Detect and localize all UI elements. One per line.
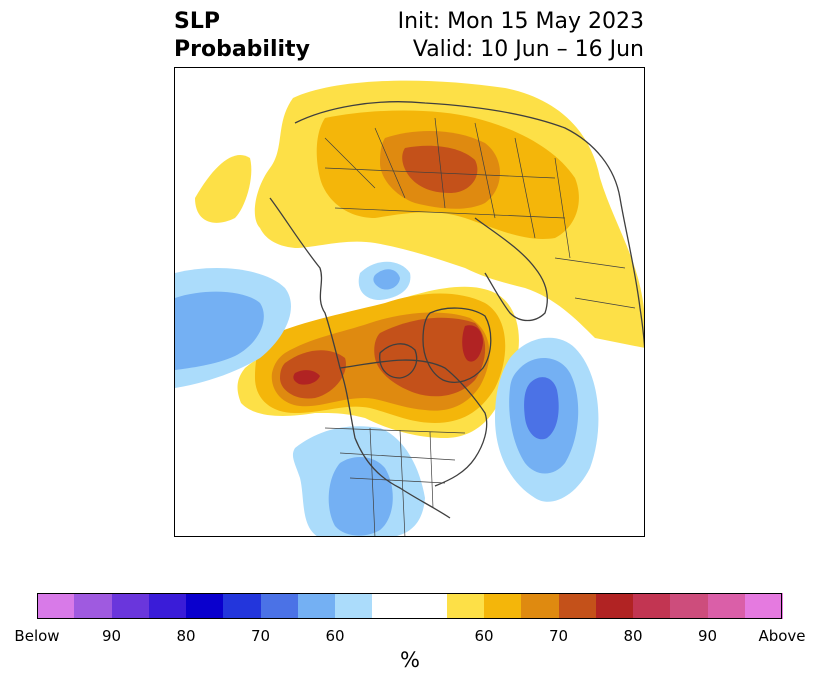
colorbar-segment xyxy=(111,593,150,619)
forecast-dates: Init: Mon 15 May 2023 Valid: 10 Jun – 16… xyxy=(398,8,644,64)
colorbar-tick-5: 60 xyxy=(474,627,494,645)
colorbar-segment xyxy=(633,593,671,619)
colorbar-segment xyxy=(409,593,448,619)
colorbar-tick-6: 70 xyxy=(548,627,569,645)
us-borders xyxy=(324,427,466,536)
colorbar-segment xyxy=(744,593,783,619)
title-variable: SLP xyxy=(174,9,220,34)
colorbar-segment xyxy=(484,593,522,619)
colorbar-segment xyxy=(37,593,75,619)
colorbar-segment xyxy=(260,593,299,619)
colorbar-segment xyxy=(595,593,634,619)
colorbar-tick-1: 90 xyxy=(101,627,122,645)
chart-title: SLP Probability xyxy=(174,8,310,64)
title-product: Probability xyxy=(174,37,310,62)
colorbar-segment xyxy=(670,593,708,619)
colorbar-segment xyxy=(558,593,597,619)
hudson-bay xyxy=(379,343,418,379)
colorbar-tick-0: Below xyxy=(14,627,60,645)
europe-coast xyxy=(474,217,548,322)
init-date: Init: Mon 15 May 2023 xyxy=(397,9,644,34)
colorbar-segment xyxy=(148,593,187,619)
contour-below-70 xyxy=(524,377,559,440)
contour-below-65-b xyxy=(373,269,400,290)
contour-above-80 xyxy=(293,370,320,385)
colorbar-segment xyxy=(521,593,559,619)
probability-map xyxy=(174,67,645,537)
greenland-coast xyxy=(422,307,492,383)
colorbar-segment xyxy=(74,593,112,619)
colorbar-segment xyxy=(297,593,336,619)
colorbar-tick-2: 80 xyxy=(176,627,196,645)
contour-above-60-b xyxy=(195,154,252,223)
colorbar-tick-9: Above xyxy=(758,627,806,645)
colorbar-tick-3: 70 xyxy=(250,627,271,645)
contour-above-75 xyxy=(402,145,478,193)
north-america-coast xyxy=(269,197,488,519)
colorbar-tick-7: 80 xyxy=(623,627,643,645)
contour-below-65-d xyxy=(328,456,393,536)
colorbar-segment xyxy=(335,593,373,619)
colorbar-unit-label: % xyxy=(400,648,420,672)
above-normal-shading xyxy=(195,80,644,438)
colorbar-tick-4: 60 xyxy=(325,627,345,645)
map-canvas xyxy=(175,80,644,536)
colorbar-segment xyxy=(707,593,746,619)
colorbar-segment xyxy=(372,593,410,619)
contour-below-65 xyxy=(175,291,264,370)
colorbar-tick-8: 90 xyxy=(697,627,718,645)
colorbar-segment xyxy=(186,593,224,619)
contour-above-80-b xyxy=(462,325,483,362)
valid-range: Valid: 10 Jun – 16 Jun xyxy=(412,37,644,62)
eurasia-coast xyxy=(294,101,644,347)
eurasia-borders xyxy=(324,117,636,309)
colorbar-segment xyxy=(446,593,485,619)
below-normal-shading xyxy=(175,261,599,536)
coastlines xyxy=(269,101,644,536)
colorbar xyxy=(37,593,783,619)
colorbar-segment xyxy=(223,593,261,619)
contour-above-75-c xyxy=(374,317,486,397)
